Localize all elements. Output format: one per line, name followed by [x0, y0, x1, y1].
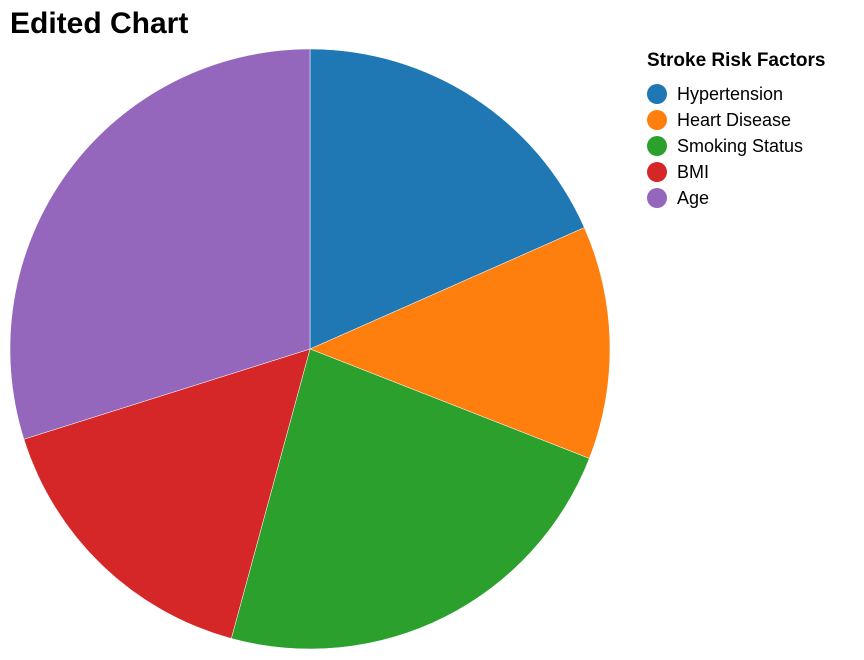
legend-label-age: Age — [677, 187, 710, 208]
pie-slices-group — [9, 48, 611, 650]
legend-item-bmi: BMI — [647, 159, 825, 185]
legend-swatch-hypertension — [647, 84, 667, 104]
legend-item-age: Age — [647, 185, 825, 211]
legend-label-bmi: BMI — [677, 161, 710, 182]
legend-swatch-age — [647, 188, 667, 208]
legend-items: Hypertension Heart Disease Smoking Status B… — [647, 81, 825, 211]
chart-title: Edited Chart — [10, 7, 189, 40]
legend-label-hypertension: Hypertension — [677, 83, 784, 104]
legend-item-smoking-status: Smoking Status — [647, 133, 825, 159]
pie-slice-heart-disease — [309, 227, 611, 459]
legend-label-heart-disease: Heart Disease — [677, 109, 792, 130]
pie-slice-hypertension — [309, 48, 585, 350]
legend-item-hypertension: Hypertension — [647, 81, 825, 107]
pie-slice-age — [9, 48, 311, 440]
legend: Stroke Risk Factors Hypertension Heart Di… — [647, 50, 825, 211]
legend-swatch-smoking-status — [647, 136, 667, 156]
pie-slice-smoking-status — [231, 348, 590, 650]
legend-label-smoking-status: Smoking Status — [677, 135, 804, 156]
legend-item-heart-disease: Heart Disease — [647, 107, 825, 133]
pie-slice-bmi — [23, 348, 311, 639]
legend-swatch-heart-disease — [647, 110, 667, 130]
legend-swatch-bmi — [647, 162, 667, 182]
legend-title: Stroke Risk Factors — [647, 50, 826, 71]
